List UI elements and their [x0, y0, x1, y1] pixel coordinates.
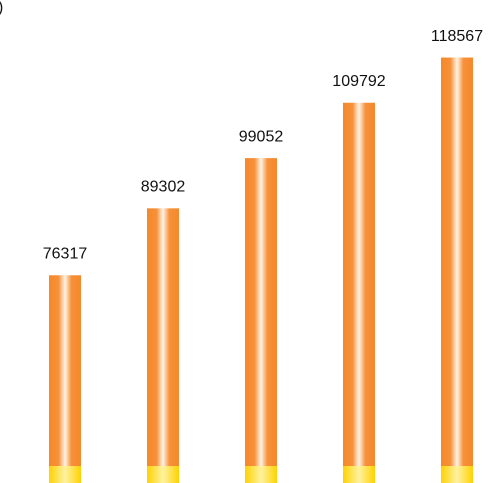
bar-base — [441, 466, 473, 483]
bar — [245, 158, 277, 483]
chart-title: ) — [0, 0, 3, 16]
data-label: 76317 — [43, 245, 88, 262]
data-label: 118567 — [431, 28, 483, 45]
bar — [441, 57, 473, 483]
bar-base — [49, 466, 81, 483]
bar-base — [343, 466, 375, 483]
data-label: 99052 — [239, 128, 284, 145]
data-label: 109792 — [332, 73, 385, 90]
bar-base — [245, 466, 277, 483]
bar — [343, 102, 375, 483]
bar-base — [147, 466, 179, 483]
data-label: 89302 — [141, 179, 186, 196]
bar — [147, 208, 179, 483]
bar — [49, 275, 81, 483]
